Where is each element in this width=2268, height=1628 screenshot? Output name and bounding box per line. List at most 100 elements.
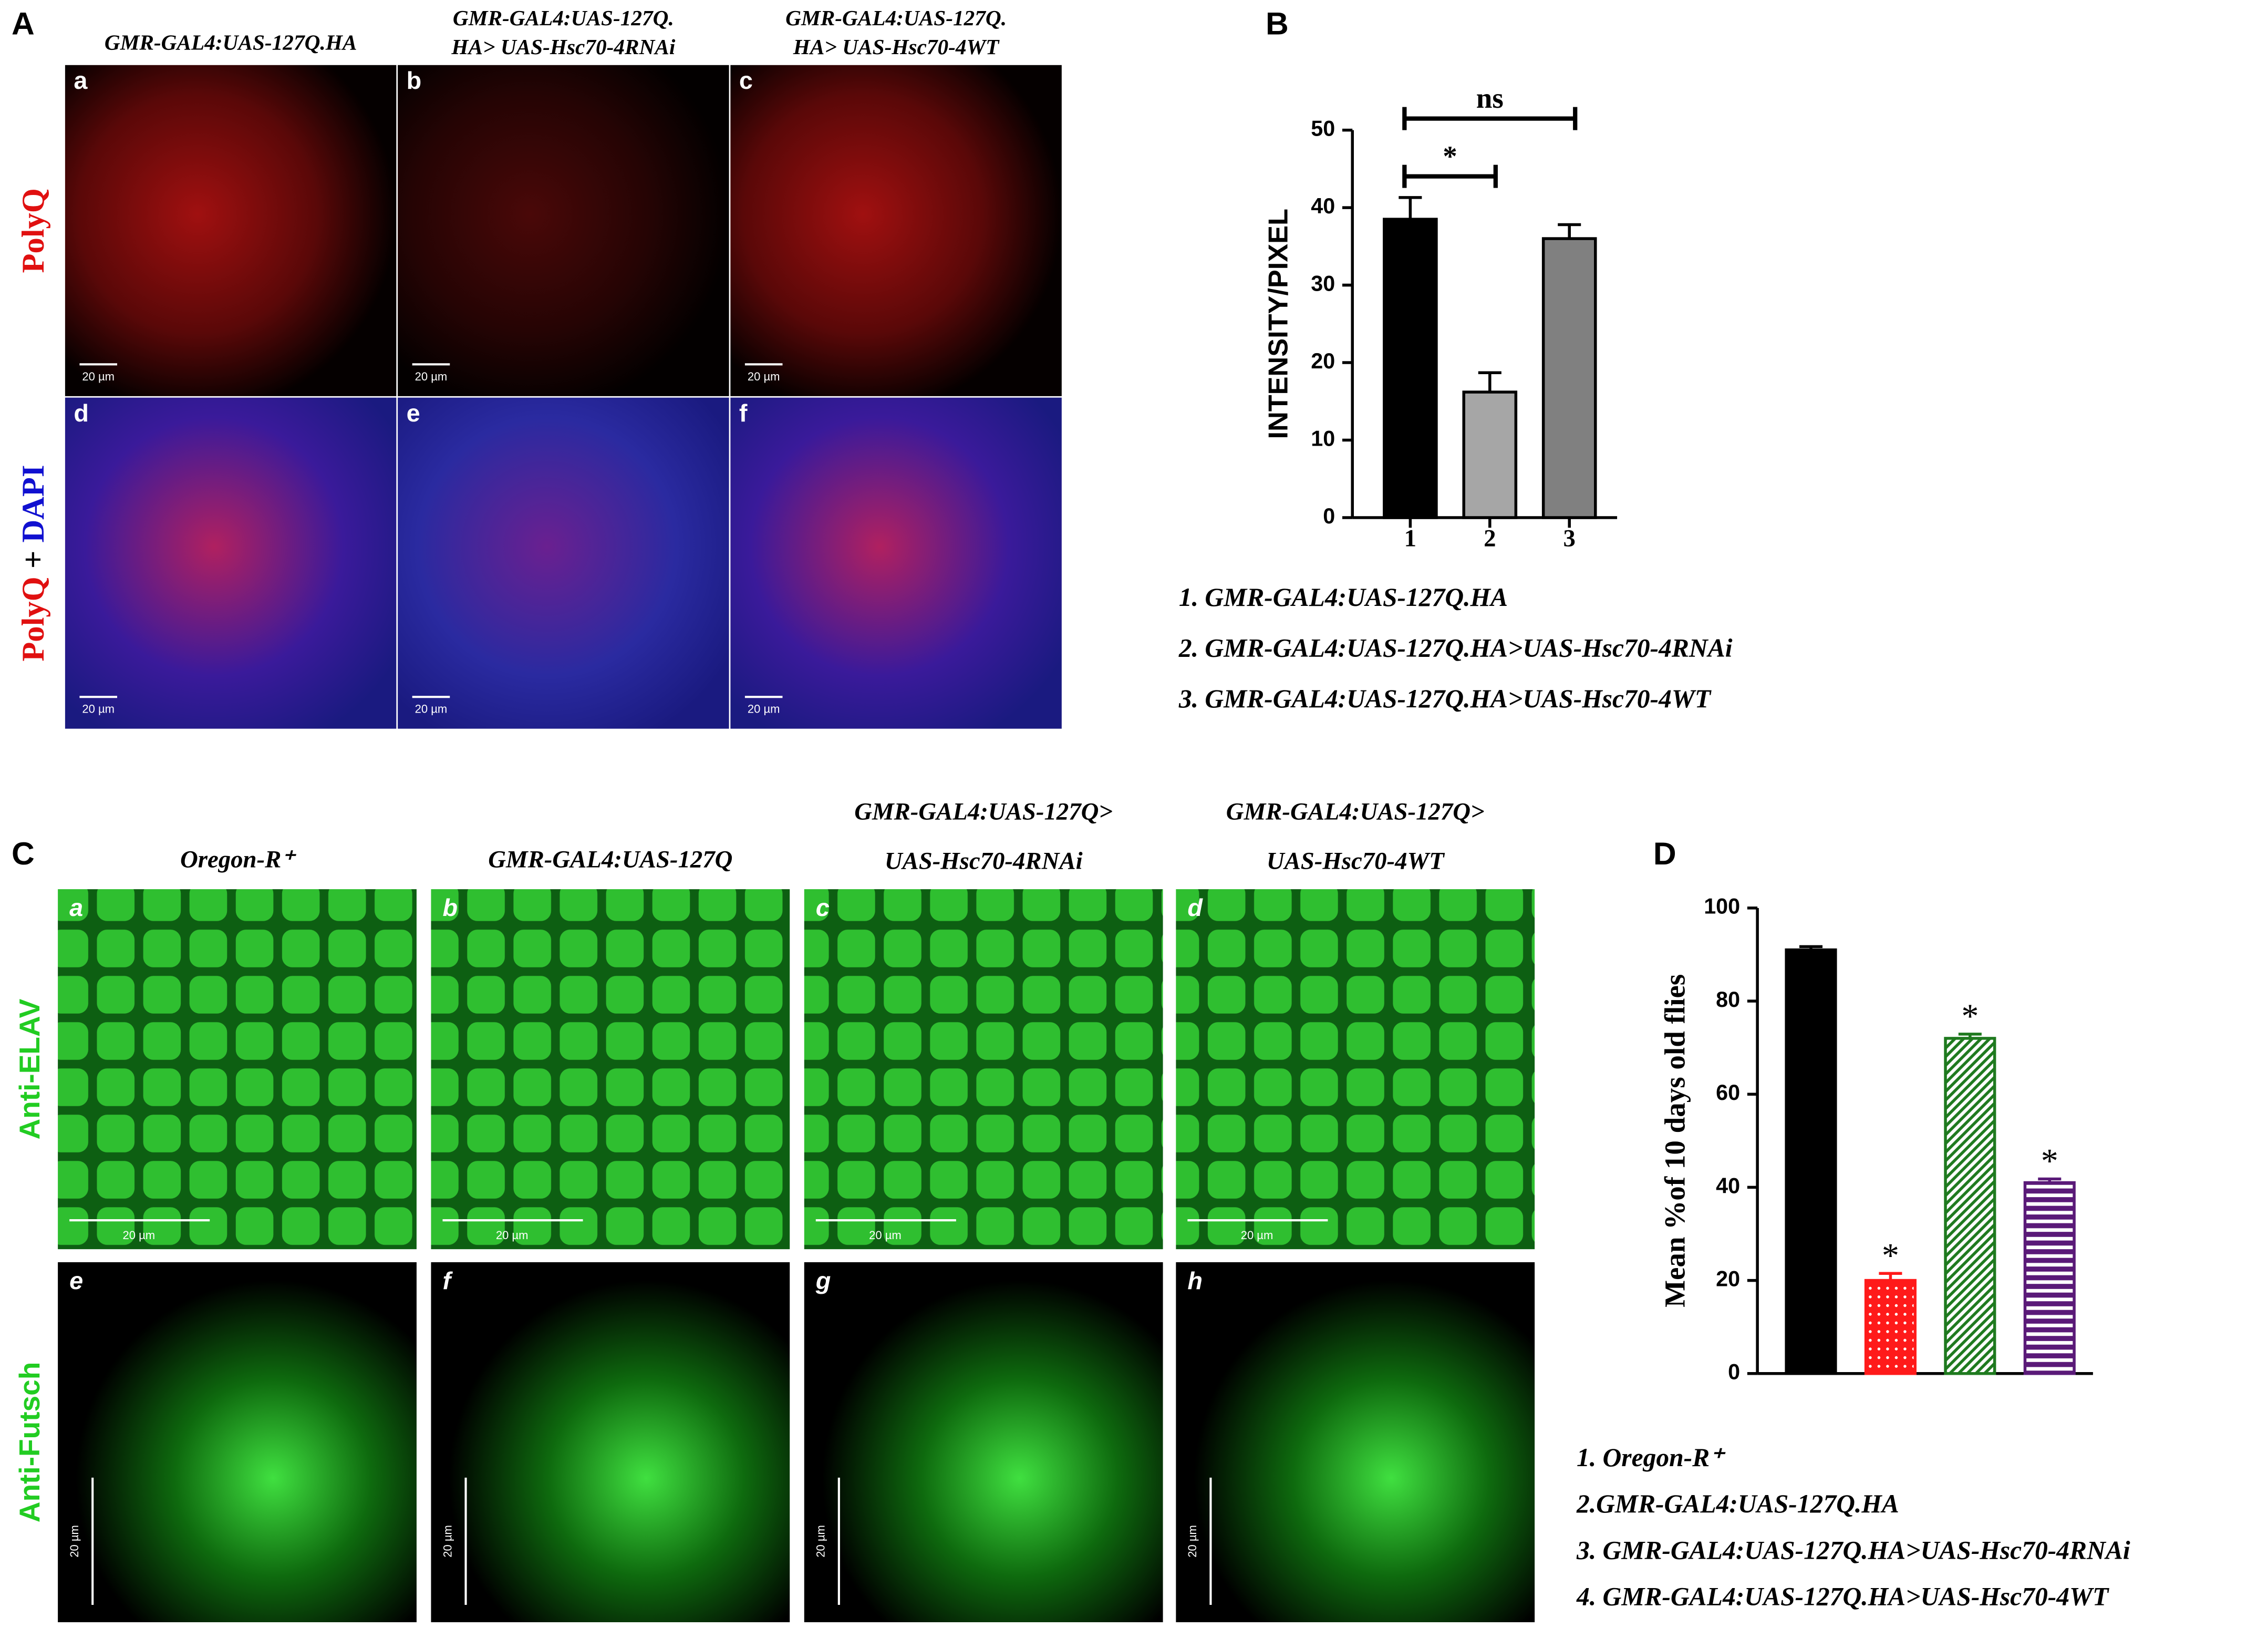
column-heading: UAS-Hsc70-4WT (1267, 847, 1445, 874)
micrograph (730, 65, 1062, 396)
bar (1864, 1279, 1917, 1375)
row-label: PolyQ + DAPI (16, 465, 51, 662)
panel-letter: f (442, 1267, 453, 1294)
significance-bracket (1402, 164, 1498, 188)
scale-bar-label: 20 µm (748, 370, 780, 383)
scale-bar-label: 20 µm (496, 1229, 529, 1242)
error-bar (1958, 1033, 1982, 1038)
column-heading: Oregon-R⁺ (180, 846, 296, 873)
y-tick-label: 40 (1311, 194, 1335, 218)
legend-entry: 3. GMR-GAL4:UAS-127Q.HA>UAS-Hsc70-4WT (1178, 684, 1712, 713)
bar (1383, 218, 1438, 519)
panel-letter: d (74, 399, 89, 427)
x-tick-label: 2 (1484, 525, 1496, 552)
panel-letter: a (74, 67, 88, 94)
bar (1785, 948, 1837, 1375)
micrograph (58, 889, 417, 1250)
panel-label: C (12, 836, 35, 871)
panel-label: D (1653, 836, 1676, 871)
x-tick-label: 1 (1404, 525, 1416, 552)
row-label: Anti-Futsch (13, 1362, 46, 1523)
column-heading: HA> UAS-Hsc70-4WT (793, 35, 1000, 59)
micrograph (431, 1262, 790, 1622)
panel-letter: c (739, 67, 753, 94)
significance-bracket (1402, 107, 1578, 130)
panel-letter: c (816, 894, 830, 921)
scale-bar-label: 20 µm (82, 370, 115, 383)
row-label: PolyQ (16, 188, 51, 273)
micrograph (804, 1262, 1163, 1622)
legend-entry: 3. GMR-GAL4:UAS-127Q.HA>UAS-Hsc70-4RNAi (1576, 1536, 2130, 1564)
micrograph (431, 889, 790, 1250)
row-label: Anti-ELAV (13, 998, 46, 1139)
legend-entry: 1. GMR-GAL4:UAS-127Q.HA (1179, 583, 1508, 612)
scale-bar-label: 20 µm (68, 1525, 81, 1558)
micrograph (804, 889, 1163, 1250)
error-bar (1399, 196, 1422, 220)
y-tick-label: 20 (1311, 349, 1335, 373)
panel-label: A (12, 6, 35, 42)
panel-letter: d (1187, 894, 1203, 921)
y-axis-label: INTENSITY/PIXEL (1263, 209, 1293, 439)
y-tick-label: 20 (1716, 1266, 1740, 1291)
y-tick-label: 80 (1716, 987, 1740, 1012)
panel-letter: g (815, 1267, 831, 1294)
scale-bar-label: 20 µm (1186, 1525, 1199, 1558)
x-tick-label: 3 (1563, 525, 1576, 552)
legend-entry: 2. GMR-GAL4:UAS-127Q.HA>UAS-Hsc70-4RNAi (1178, 633, 1733, 662)
error-bar (1799, 945, 1823, 950)
scale-bar-label: 20 µm (814, 1525, 827, 1558)
bar (1944, 1037, 1996, 1375)
panel-letter: b (442, 894, 458, 921)
legend-entry: 1. Oregon-R⁺ (1577, 1443, 1726, 1472)
panel-letter: e (407, 399, 420, 427)
row-label-part: PolyQ (16, 576, 51, 661)
bar (1541, 237, 1597, 519)
scale-bar-label: 20 µm (415, 703, 448, 716)
micrograph (730, 397, 1062, 729)
panel-label: B (1266, 6, 1289, 42)
micrograph (58, 1262, 417, 1622)
column-heading: GMR-GAL4:UAS-127Q> (854, 798, 1113, 826)
scale-bar-label: 20 µm (415, 370, 448, 383)
significance-mark: * (2041, 1142, 2058, 1180)
panel-letter: h (1187, 1267, 1203, 1294)
scale-bar-label: 20 µm (869, 1229, 902, 1242)
y-tick-label: 40 (1716, 1173, 1740, 1198)
y-tick-label: 60 (1716, 1080, 1740, 1105)
column-heading: GMR-GAL4:UAS-127Q (488, 846, 732, 873)
legend-entry: 4. GMR-GAL4:UAS-127Q.HA>UAS-Hsc70-4WT (1576, 1582, 2109, 1611)
y-axis-label: Mean %of 10 days old flies (1659, 974, 1691, 1307)
scale-bar-label: 20 µm (122, 1229, 155, 1242)
column-heading: GMR-GAL4:UAS-127Q.HA (105, 30, 357, 55)
panel-letter: b (407, 67, 422, 94)
row-label-part: DAPI (16, 465, 51, 543)
significance-mark: * (1882, 1237, 1899, 1275)
bar (1462, 390, 1518, 519)
row-label-part: + (16, 551, 51, 569)
legend-entry: 2.GMR-GAL4:UAS-127Q.HA (1576, 1489, 1899, 1518)
column-heading: GMR-GAL4:UAS-127Q. (785, 6, 1007, 30)
error-bar (1558, 223, 1581, 239)
scale-bar-label: 20 µm (748, 703, 780, 716)
micrograph (398, 65, 729, 396)
micrograph (65, 65, 397, 396)
column-heading: HA> UAS-Hsc70-4RNAi (451, 35, 676, 59)
y-tick-label: 100 (1704, 894, 1740, 919)
y-tick-label: 30 (1311, 271, 1335, 295)
bar (2023, 1181, 2076, 1375)
panel-letter: f (739, 399, 748, 427)
significance-mark: ns (1476, 82, 1504, 114)
panel-letter: e (69, 1267, 83, 1294)
column-heading: GMR-GAL4:UAS-127Q> (1226, 798, 1485, 826)
scale-bar-label: 20 µm (441, 1525, 454, 1558)
error-bar (1478, 371, 1501, 393)
column-heading: GMR-GAL4:UAS-127Q. (453, 6, 674, 30)
error-bar (2038, 1177, 2062, 1183)
micrograph (398, 397, 729, 729)
y-tick-label: 10 (1311, 426, 1335, 450)
y-tick-label: 0 (1728, 1360, 1740, 1384)
y-tick-label: 50 (1311, 117, 1335, 141)
